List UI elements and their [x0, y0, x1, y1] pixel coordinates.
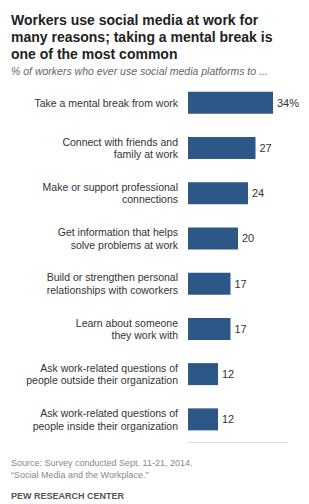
svg-text:Connect with friends and: Connect with friends and: [62, 136, 178, 148]
svg-text:Ask work-related questions of: Ask work-related questions of: [40, 362, 178, 374]
svg-text:PEW RESEARCH CENTER: PEW RESEARCH CENTER: [11, 491, 125, 501]
svg-text:one of the most common: one of the most common: [11, 46, 177, 62]
svg-text:solve problems at work: solve problems at work: [71, 239, 179, 251]
svg-text:Build or strengthen personal: Build or strengthen personal: [47, 271, 178, 283]
svg-text:Get information that helps: Get information that helps: [58, 226, 178, 238]
svg-text:connections: connections: [122, 193, 178, 205]
svg-text:12: 12: [222, 368, 234, 380]
svg-text:Ask work-related questions of: Ask work-related questions of: [40, 407, 178, 419]
svg-text:people outside their organizat: people outside their organization: [26, 374, 178, 386]
svg-text:12: 12: [222, 413, 234, 425]
svg-text:27: 27: [260, 142, 272, 154]
svg-text:Workers use social media at wo: Workers use social media at work for: [11, 12, 259, 28]
svg-text:17: 17: [235, 323, 247, 335]
svg-text:% of workers who ever use soci: % of workers who ever use social media p…: [11, 65, 268, 77]
svg-text:many reasons; taking a mental: many reasons; taking a mental break is: [11, 29, 273, 45]
svg-text:Take a mental break from work: Take a mental break from work: [34, 97, 178, 109]
svg-text:Learn about someone: Learn about someone: [76, 317, 178, 329]
svg-text:people inside their organizati: people inside their organization: [33, 420, 179, 432]
svg-text:“Social Media and the Workplac: “Social Media and the Workplace.”: [11, 470, 148, 480]
svg-text:24: 24: [252, 187, 264, 199]
svg-text:Source: Survey conducted Sept.: Source: Survey conducted Sept. 11-21, 20…: [11, 458, 192, 468]
svg-text:20: 20: [242, 232, 254, 244]
svg-text:34%: 34%: [277, 97, 299, 109]
svg-text:Make or support professional: Make or support professional: [43, 181, 178, 193]
svg-text:relationships with coworkers: relationships with coworkers: [47, 284, 178, 296]
svg-text:they work with: they work with: [111, 329, 178, 341]
svg-text:family at work: family at work: [114, 148, 179, 160]
svg-text:17: 17: [235, 278, 247, 290]
